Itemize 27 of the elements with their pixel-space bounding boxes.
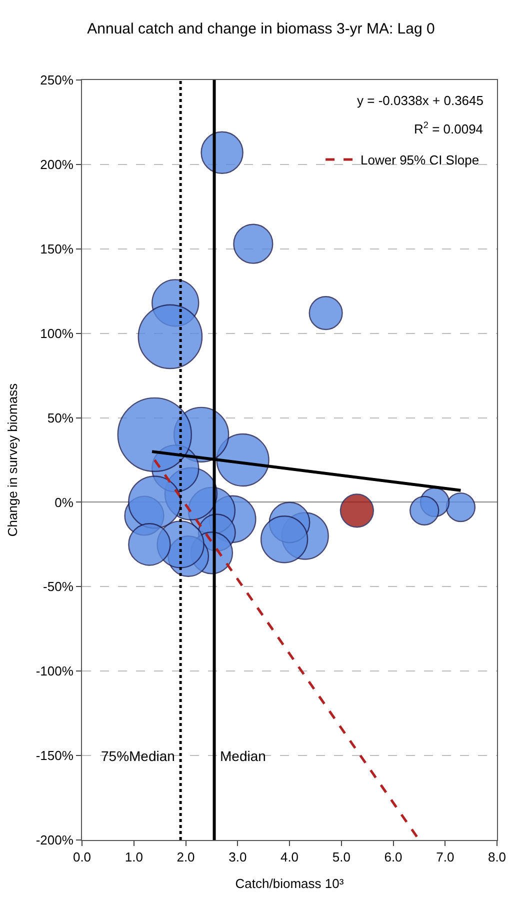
annotation: y = -0.0338x + 0.3645	[357, 93, 484, 108]
y-tick-label: -200%	[36, 832, 74, 848]
x-tick-label: 1.0	[124, 850, 143, 865]
y-tick-label: 50%	[47, 410, 74, 426]
x-tick-label: 7.0	[436, 850, 454, 865]
x-tick-label: 8.0	[488, 850, 506, 865]
y-tick-label: 200%	[40, 156, 74, 172]
x-tick-label: 0.0	[72, 850, 92, 865]
x-tick-label: 5.0	[332, 850, 350, 865]
y-tick-label: 150%	[40, 241, 74, 256]
y-tick-label: 100%	[40, 326, 74, 341]
y-tick-label: -100%	[36, 664, 74, 679]
x-tick-label: 2.0	[176, 850, 195, 865]
ref-line-label: Median	[220, 748, 266, 764]
y-tick-label: -150%	[36, 748, 74, 764]
annotation: R$^{2}$ = 0.0094	[414, 120, 484, 136]
y-axis-title: Change in survey biomass	[4, 382, 20, 537]
y-tick-label: 250%	[40, 72, 74, 88]
x-tick-label: 4.0	[280, 850, 299, 865]
legend-label: Lower 95% CI Slope	[360, 152, 480, 168]
x-tick-label: 6.0	[384, 850, 402, 865]
y-tick-label: 0%	[54, 494, 74, 510]
x-axis-title: Catch/biomass 10³	[235, 876, 344, 892]
chart-title: Annual catch and change in biomass 3-yr MA: Lag 0	[87, 20, 435, 38]
x-tick-label: 3.0	[228, 850, 247, 865]
y-tick-label: -50%	[43, 579, 74, 594]
ref-line-label: 75%Median	[101, 748, 175, 764]
